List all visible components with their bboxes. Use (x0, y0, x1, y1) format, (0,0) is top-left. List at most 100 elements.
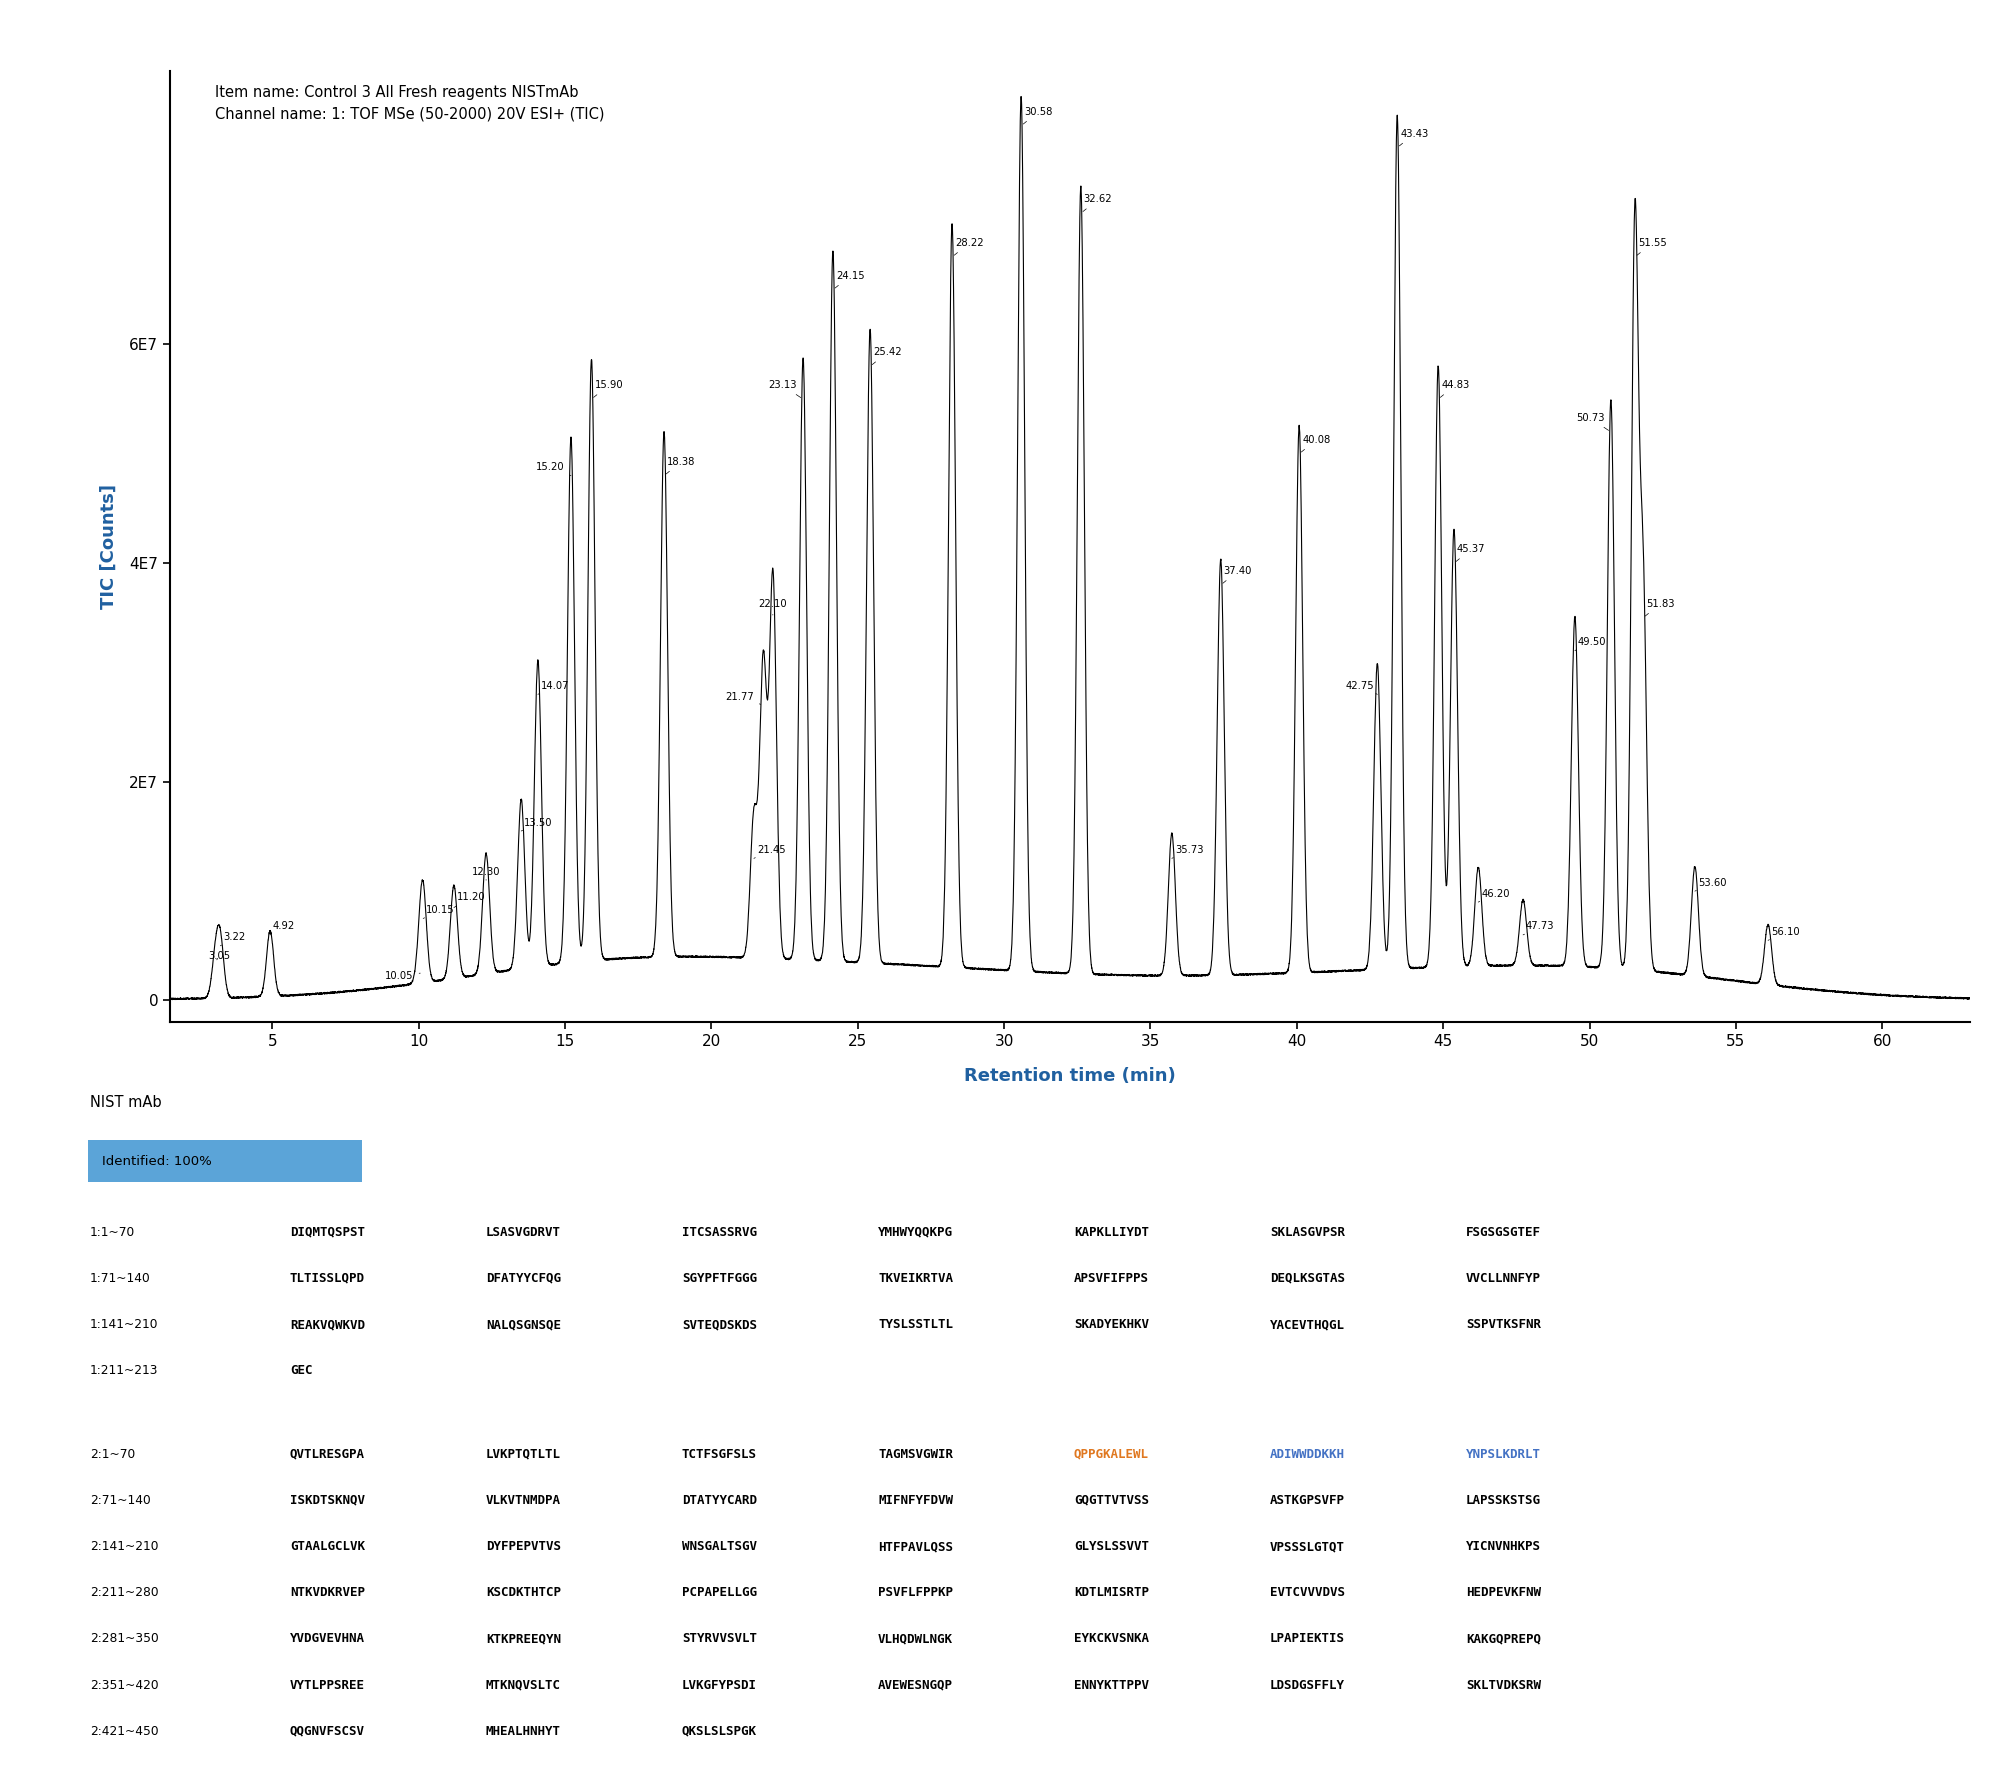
Text: QKSLSLSPGK: QKSLSLSPGK (682, 1725, 756, 1737)
Text: NTKVDKRVEP: NTKVDKRVEP (290, 1586, 364, 1598)
Text: REAKVQWKVD: REAKVQWKVD (290, 1317, 364, 1332)
Text: 1:141~210: 1:141~210 (90, 1317, 158, 1332)
Text: GLYSLSSVVT: GLYSLSSVVT (1074, 1540, 1148, 1552)
Text: 35.73: 35.73 (1172, 845, 1204, 859)
Text: HEDPEVKFNW: HEDPEVKFNW (1466, 1586, 1542, 1598)
Text: KTKPREEQYN: KTKPREEQYN (486, 1632, 560, 1645)
Text: 30.58: 30.58 (1024, 107, 1052, 124)
Text: Item name: Control 3 All Fresh reagents NISTmAb
Channel name: 1: TOF MSe (50-200: Item name: Control 3 All Fresh reagents … (216, 85, 604, 121)
Text: GQGTTVTVSS: GQGTTVTVSS (1074, 1494, 1148, 1506)
Text: VPSSSLGTQT: VPSSSLGTQT (1270, 1540, 1344, 1552)
Text: 43.43: 43.43 (1400, 128, 1428, 146)
Text: YVDGVEVHNA: YVDGVEVHNA (290, 1632, 364, 1645)
Text: SKLTVDKSRW: SKLTVDKSRW (1466, 1678, 1542, 1691)
Text: GEC: GEC (290, 1364, 312, 1378)
Text: NIST mAb: NIST mAb (90, 1095, 162, 1109)
Text: 13.50: 13.50 (522, 818, 552, 830)
Text: KAPKLLIYDT: KAPKLLIYDT (1074, 1225, 1148, 1239)
Text: TKVEIKRTVA: TKVEIKRTVA (878, 1271, 954, 1285)
Text: 28.22: 28.22 (954, 238, 984, 256)
Text: 23.13: 23.13 (768, 380, 800, 398)
Text: GTAALGCLVK: GTAALGCLVK (290, 1540, 364, 1552)
Text: HTFPAVLQSS: HTFPAVLQSS (878, 1540, 954, 1552)
Text: QVTLRESGPA: QVTLRESGPA (290, 1447, 364, 1460)
Text: Identified: 100%: Identified: 100% (102, 1154, 212, 1168)
Text: DYFPEPVTVS: DYFPEPVTVS (486, 1540, 560, 1552)
Text: 46.20: 46.20 (1478, 889, 1510, 901)
Text: VLHQDWLNGK: VLHQDWLNGK (878, 1632, 954, 1645)
Text: TYSLSSTLTL: TYSLSSTLTL (878, 1317, 954, 1332)
Text: SKADYEKHKV: SKADYEKHKV (1074, 1317, 1148, 1332)
Text: KSCDKTHTCP: KSCDKTHTCP (486, 1586, 560, 1598)
Text: LDSDGSFFLY: LDSDGSFFLY (1270, 1678, 1344, 1691)
Text: DFATYYCFQG: DFATYYCFQG (486, 1271, 560, 1285)
Text: MIFNFYFDVW: MIFNFYFDVW (878, 1494, 954, 1506)
Text: 14.07: 14.07 (538, 681, 570, 695)
Text: SVTEQDSKDS: SVTEQDSKDS (682, 1317, 756, 1332)
Text: EVTCVVVDVS: EVTCVVVDVS (1270, 1586, 1344, 1598)
Text: STYRVVSVLT: STYRVVSVLT (682, 1632, 756, 1645)
Text: 45.37: 45.37 (1456, 544, 1486, 562)
Text: 10.15: 10.15 (424, 905, 454, 919)
Text: 51.55: 51.55 (1638, 238, 1666, 256)
Text: DEQLKSGTAS: DEQLKSGTAS (1270, 1271, 1344, 1285)
Text: DTATYYCARD: DTATYYCARD (682, 1494, 756, 1506)
Text: LSASVGDRVT: LSASVGDRVT (486, 1225, 560, 1239)
Text: ENNYKTTPPV: ENNYKTTPPV (1074, 1678, 1148, 1691)
Text: 15.90: 15.90 (594, 380, 624, 398)
Text: 42.75: 42.75 (1346, 681, 1378, 695)
Text: 53.60: 53.60 (1694, 878, 1726, 891)
Text: VVCLLNNFYP: VVCLLNNFYP (1466, 1271, 1542, 1285)
Text: 25.42: 25.42 (872, 347, 902, 364)
Text: AVEWESNGQP: AVEWESNGQP (878, 1678, 954, 1691)
Text: 15.20: 15.20 (536, 462, 570, 477)
Text: MHEALHNHYT: MHEALHNHYT (486, 1725, 560, 1737)
Text: 3.05: 3.05 (208, 951, 230, 960)
Text: 51.83: 51.83 (1646, 599, 1674, 615)
Text: 2:141~210: 2:141~210 (90, 1540, 158, 1552)
Text: VYTLPPSREE: VYTLPPSREE (290, 1678, 364, 1691)
Text: 32.62: 32.62 (1082, 194, 1112, 212)
Text: QPPGKALEWL: QPPGKALEWL (1074, 1447, 1148, 1460)
Text: 2:211~280: 2:211~280 (90, 1586, 158, 1598)
Text: EYKCKVSNKA: EYKCKVSNKA (1074, 1632, 1148, 1645)
Text: 40.08: 40.08 (1302, 436, 1330, 452)
Text: SSPVTKSFNR: SSPVTKSFNR (1466, 1317, 1542, 1332)
Text: 50.73: 50.73 (1576, 412, 1608, 430)
Text: SGYPFTFGGG: SGYPFTFGGG (682, 1271, 756, 1285)
Text: KDTLMISRTP: KDTLMISRTP (1074, 1586, 1148, 1598)
Text: YICNVNHKPS: YICNVNHKPS (1466, 1540, 1542, 1552)
Text: APSVFIFPPS: APSVFIFPPS (1074, 1271, 1148, 1285)
Text: 24.15: 24.15 (836, 270, 864, 288)
Text: 3.22: 3.22 (220, 932, 246, 946)
Text: 22.10: 22.10 (758, 599, 786, 615)
Text: 4.92: 4.92 (270, 921, 296, 935)
Text: ISKDTSKNQV: ISKDTSKNQV (290, 1494, 364, 1506)
Text: LPAPIEKTIS: LPAPIEKTIS (1270, 1632, 1344, 1645)
Text: 11.20: 11.20 (454, 893, 486, 907)
Y-axis label: TIC [Counts]: TIC [Counts] (100, 484, 118, 610)
Text: 49.50: 49.50 (1574, 637, 1606, 651)
Text: TAGMSVGWIR: TAGMSVGWIR (878, 1447, 954, 1460)
Text: KAKGQPREPQ: KAKGQPREPQ (1466, 1632, 1542, 1645)
Text: TCTFSGFSLS: TCTFSGFSLS (682, 1447, 756, 1460)
Text: 21.77: 21.77 (726, 692, 760, 704)
Text: YNPSLKDRLT: YNPSLKDRLT (1466, 1447, 1542, 1460)
Text: 2:281~350: 2:281~350 (90, 1632, 158, 1645)
Text: 37.40: 37.40 (1222, 565, 1252, 583)
Text: ADIWWDDKKH: ADIWWDDKKH (1270, 1447, 1344, 1460)
Text: 12.30: 12.30 (472, 866, 500, 880)
Text: 1:1~70: 1:1~70 (90, 1225, 136, 1239)
Text: 2:351~420: 2:351~420 (90, 1678, 158, 1691)
Text: LVKGFYPSDI: LVKGFYPSDI (682, 1678, 756, 1691)
Text: 2:421~450: 2:421~450 (90, 1725, 158, 1737)
Text: 44.83: 44.83 (1440, 380, 1470, 396)
Text: DIQMTQSPST: DIQMTQSPST (290, 1225, 364, 1239)
Text: VLKVTNMDPA: VLKVTNMDPA (486, 1494, 560, 1506)
Text: 56.10: 56.10 (1768, 926, 1800, 941)
Text: 1:71~140: 1:71~140 (90, 1271, 150, 1285)
Text: 10.05: 10.05 (386, 971, 420, 981)
Text: SKLASGVPSR: SKLASGVPSR (1270, 1225, 1344, 1239)
Text: YACEVTHQGL: YACEVTHQGL (1270, 1317, 1344, 1332)
Text: 2:71~140: 2:71~140 (90, 1494, 150, 1506)
